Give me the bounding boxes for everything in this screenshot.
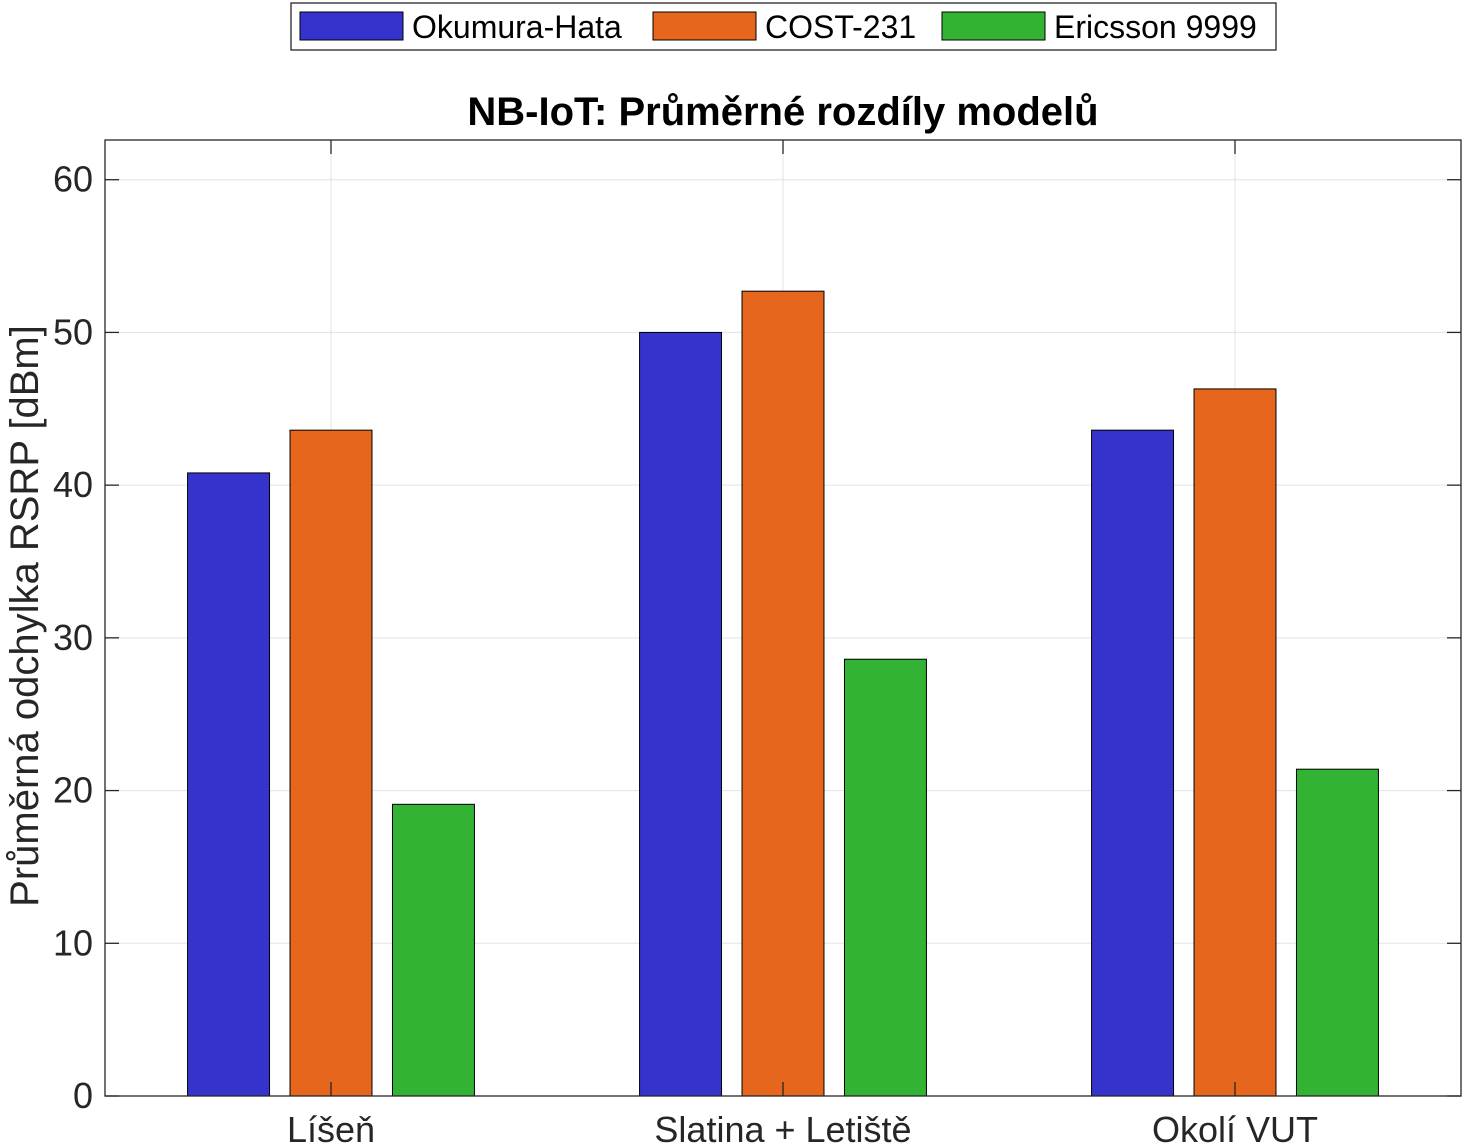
legend-box: [290, 2, 1277, 51]
y-tick-label: 60: [53, 159, 93, 200]
chart-title: NB-IoT: Průměrné rozdíly modelů: [467, 90, 1098, 134]
axis-ticks: [105, 140, 1461, 1097]
bar-ericsson-9999: [391, 803, 475, 1097]
x-category-label: Okolí VUT: [1152, 1109, 1318, 1146]
y-axis-tick-labels: 0 10 20 30 40 50 60: [53, 159, 93, 1116]
y-tick-label: 30: [53, 617, 93, 658]
legend-entry-label: COST-231: [765, 9, 916, 45]
y-tick-label: 40: [53, 464, 93, 505]
x-category-label: Líšeň: [287, 1109, 375, 1146]
bar-okumura-hata: [187, 472, 271, 1097]
x-axis-category-labels: Líšeň Slatina + Letiště Okolí VUT: [287, 1109, 1318, 1146]
bar-cost-231: [289, 429, 373, 1097]
y-tick-label: 20: [53, 770, 93, 811]
y-tick-label: 0: [73, 1075, 93, 1116]
legend-swatch: [941, 11, 1046, 41]
y-axis-label: Průměrná odchylka RSRP [dBm]: [3, 325, 47, 907]
bars: [187, 290, 1379, 1097]
bar-cost-231: [1193, 388, 1277, 1097]
bar-okumura-hata: [639, 331, 723, 1097]
y-tick-label: 50: [53, 311, 93, 352]
bar-cost-231: [741, 290, 825, 1097]
y-tick-label: 10: [53, 922, 93, 963]
x-category-label: Slatina + Letiště: [654, 1109, 911, 1146]
legend: Okumura-Hata COST-231 Ericsson 9999: [290, 2, 1277, 51]
legend-swatch: [299, 11, 404, 41]
legend-entry-label: Okumura-Hata: [412, 9, 622, 45]
legend-swatch: [652, 11, 757, 41]
bar-ericsson-9999: [843, 658, 927, 1097]
bar-okumura-hata: [1091, 429, 1175, 1097]
bar-ericsson-9999: [1295, 768, 1379, 1097]
legend-entry-label: Ericsson 9999: [1054, 9, 1257, 45]
